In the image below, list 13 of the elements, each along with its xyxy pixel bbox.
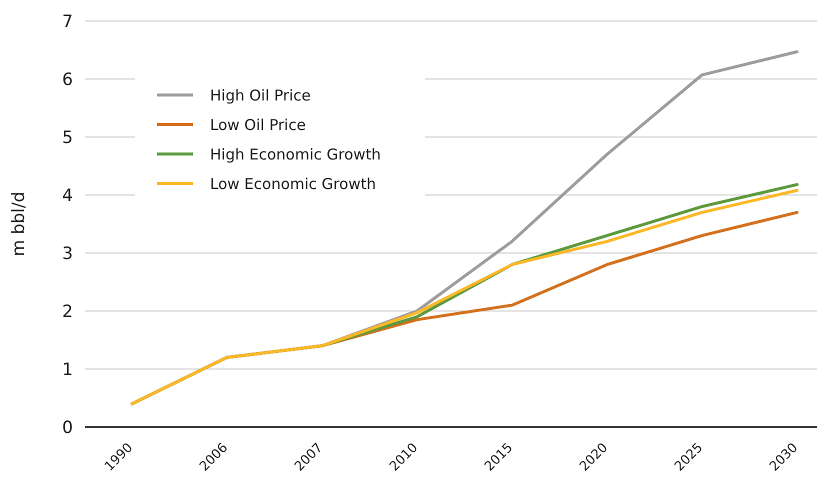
y-tick-label: 3 [62, 244, 73, 264]
y-tick-label: 7 [62, 12, 73, 32]
y-tick-label: 5 [62, 128, 73, 148]
legend-label: High Oil Price [210, 86, 311, 104]
y-tick-label: 6 [62, 70, 73, 90]
legend-label: High Economic Growth [210, 145, 381, 164]
y-tick-label: 0 [62, 418, 73, 438]
y-axis-title: m bbl/d [9, 192, 29, 256]
y-tick-label: 4 [62, 186, 73, 206]
legend-label: Low Economic Growth [210, 174, 376, 193]
legend-label: Low Oil Price [210, 116, 306, 134]
y-tick-label: 1 [62, 360, 73, 380]
y-tick-label: 2 [62, 302, 73, 322]
